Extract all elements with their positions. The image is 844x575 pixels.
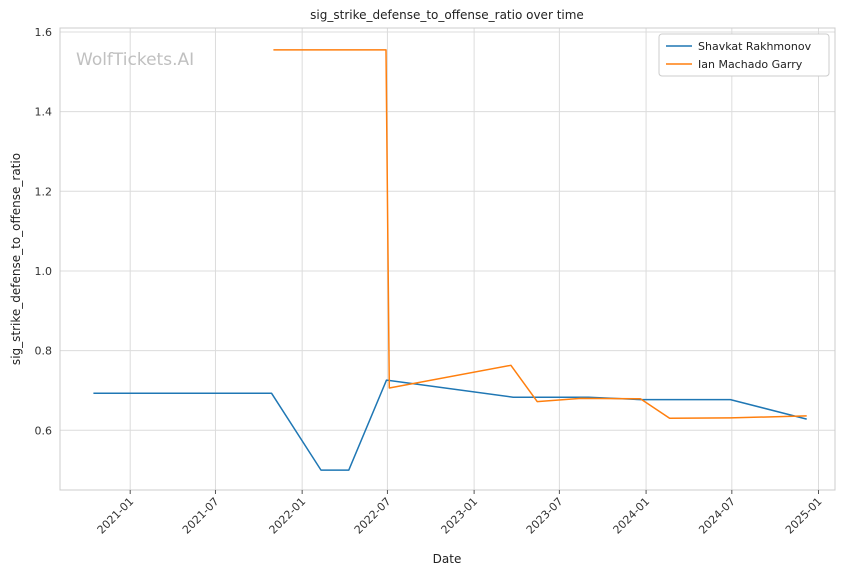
legend-box [658, 33, 830, 77]
legend-label-ian: Ian Machado Garry [698, 58, 803, 71]
chart-title: sig_strike_defense_to_offense_ratio over… [310, 8, 584, 22]
series-group [93, 49, 807, 471]
legend: Shavkat Rakhmonov Ian Machado Garry [658, 33, 830, 77]
plot-frame [59, 27, 836, 491]
y-tick-label: 0.6 [35, 424, 53, 437]
legend-label-shavkat: Shavkat Rakhmonov [698, 40, 812, 53]
y-axis-label: sig_strike_defense_to_offense_ratio [9, 153, 23, 365]
x-axis-label: Date [433, 552, 462, 566]
y-tick-label: 0.8 [35, 345, 53, 358]
grid [60, 28, 835, 490]
series-line-1 [273, 49, 807, 420]
series-line-0 [93, 379, 807, 471]
y-tick-label: 1.6 [35, 26, 53, 39]
y-axis-ticks: 0.6 0.8 1.0 1.2 1.4 1.6 [35, 26, 53, 437]
y-tick-label: 1.2 [35, 185, 53, 198]
y-tick-label: 1.4 [35, 106, 53, 119]
y-tick-label: 1.0 [35, 265, 53, 278]
watermark: WolfTickets.AI [76, 50, 194, 70]
